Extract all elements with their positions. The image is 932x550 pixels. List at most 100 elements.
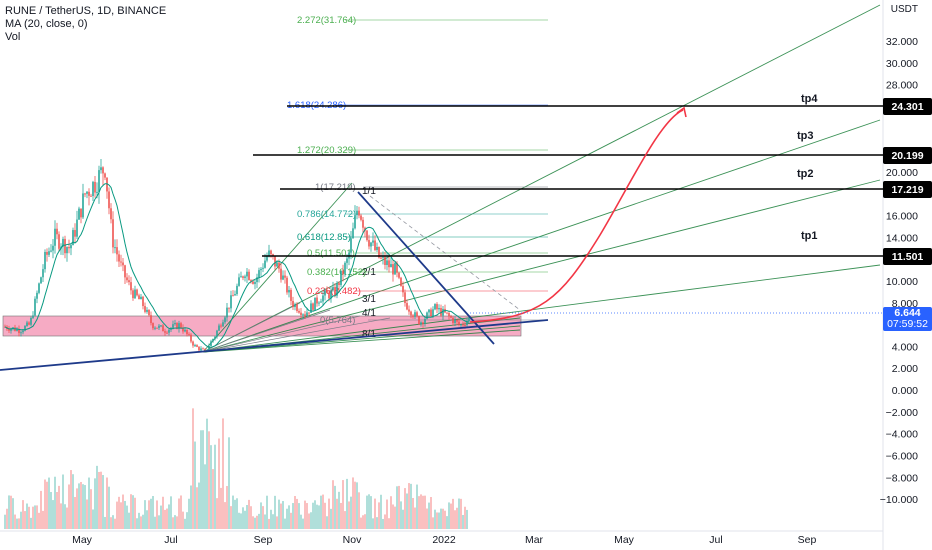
candle-body (332, 287, 334, 291)
candle-body (154, 327, 156, 329)
volume-bar (350, 496, 352, 529)
volume-bar (178, 498, 180, 529)
candle-body (304, 314, 306, 317)
fan-ray-minor (202, 309, 331, 353)
fib-label: 0.5(11.501) (307, 248, 355, 259)
volume-bar (132, 495, 134, 529)
volume-bar (130, 494, 132, 529)
candle-body (166, 332, 168, 334)
volume-bar (228, 437, 230, 529)
candle-body (468, 317, 470, 322)
candle-body (408, 309, 410, 312)
volume-bar (242, 507, 244, 529)
volume-bar (94, 478, 96, 529)
candle-body (374, 240, 376, 251)
volume-bar (462, 514, 464, 529)
candle-body (152, 323, 154, 329)
candle-body (346, 258, 348, 263)
target-label-tp2: tp2 (797, 168, 814, 180)
candle-body (32, 315, 34, 318)
candle-body (250, 280, 252, 282)
candle-body (182, 327, 184, 332)
price-tick: 4.000 (892, 341, 918, 353)
volume-bar (116, 501, 118, 529)
candle-body (30, 317, 32, 325)
volume-bar (22, 500, 24, 529)
candle-body (448, 312, 450, 316)
support-trendline (0, 319, 549, 371)
candle-body (404, 292, 406, 304)
fib-label: 0.236(8.482) (307, 286, 361, 297)
volume-bar (72, 474, 74, 529)
candle-body (184, 329, 186, 332)
candle-body (186, 329, 188, 335)
volume-bar (244, 510, 246, 529)
volume-bar (420, 494, 422, 529)
volume-bar (148, 500, 150, 529)
volume-bar (212, 469, 214, 529)
volume-bar (136, 518, 138, 529)
candle-body (258, 270, 260, 278)
level-label-tp1: 11.501 (883, 248, 932, 265)
volume-bar (64, 504, 66, 529)
volume-bar (30, 517, 32, 529)
volume-bar (16, 518, 18, 529)
candle-body (202, 348, 204, 350)
time-tick: 2022 (432, 534, 456, 546)
candle-body (442, 308, 444, 316)
volume-bar (184, 518, 186, 529)
volume-bar (236, 498, 238, 529)
candle-body (376, 246, 378, 251)
time-axis[interactable]: May Jul Sep Nov 2022 Mar May Jul Sep (72, 534, 816, 546)
volume-bar (316, 504, 318, 529)
volume-bar (176, 516, 178, 529)
candle-body (112, 219, 114, 248)
candle-body (398, 272, 400, 278)
volume-bar (222, 418, 224, 529)
volume-bar (146, 510, 148, 529)
price-tick: 10.000 (886, 276, 918, 288)
volume-bar (422, 495, 424, 529)
fan-ray-minor (202, 315, 361, 353)
volume-bar (168, 504, 170, 529)
volume-bar (384, 514, 386, 529)
volume-bar (58, 485, 60, 529)
volume-bar (198, 482, 200, 529)
volume-bar (436, 512, 438, 529)
time-tick: May (72, 534, 93, 546)
fan-label: 1/1 (362, 186, 376, 197)
level-label-tp2: 17.219 (883, 181, 932, 198)
candle-body (314, 297, 316, 310)
volume-bar (352, 477, 354, 529)
volume-bar (252, 516, 254, 529)
volume-bar (192, 408, 194, 529)
volume-bar (392, 504, 394, 529)
candle-body (312, 303, 314, 310)
candle-body (130, 282, 132, 291)
volume-bar (210, 445, 212, 529)
candle-body (294, 304, 296, 308)
fan-ray (202, 4, 881, 353)
ma-indicator-label[interactable]: MA (20, close, 0) (5, 18, 88, 30)
volume-bar (74, 496, 76, 529)
candle-body (296, 304, 298, 312)
candle-body (288, 289, 290, 293)
volume-bar (320, 495, 322, 529)
volume-bar (304, 500, 306, 529)
candle-body (88, 191, 90, 196)
volume-bar (186, 512, 188, 529)
volume-bar (98, 471, 100, 529)
candle-body (144, 306, 146, 312)
candle-body (358, 210, 360, 216)
candle-body (340, 270, 342, 286)
candle-body (218, 325, 220, 331)
symbol-title: RUNE / TetherUS, 1D, BINANCE (5, 5, 167, 17)
volume-indicator-label[interactable]: Vol (5, 31, 21, 43)
price-axis[interactable]: 32.00030.00028.00026.00022.00020.00018.0… (880, 36, 918, 506)
volume-bar (112, 515, 114, 529)
candle-body (362, 219, 364, 228)
volume-bar (128, 512, 130, 529)
candle-body (42, 269, 44, 278)
volume-bar (80, 481, 82, 529)
